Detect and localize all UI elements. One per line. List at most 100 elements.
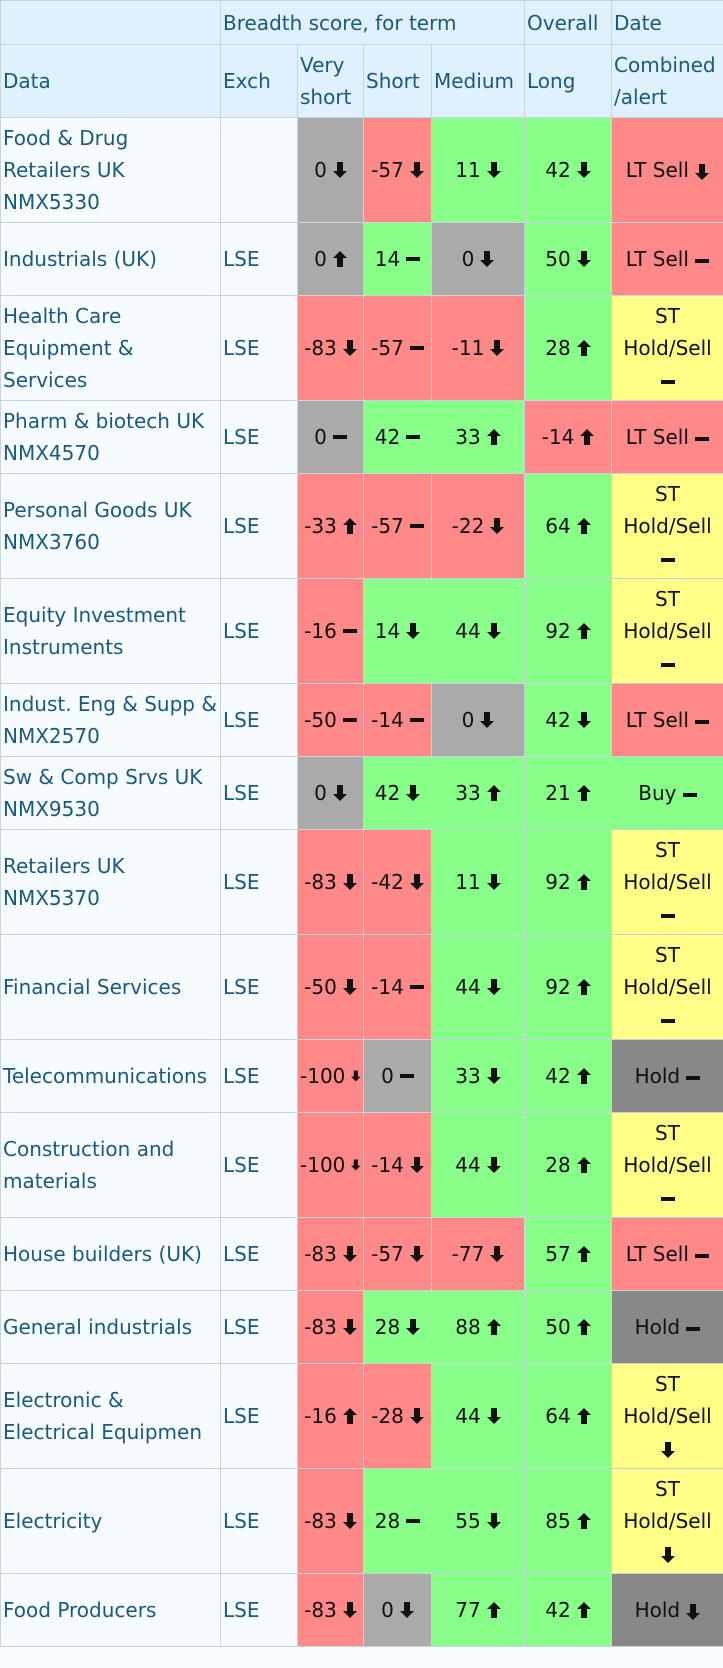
trend-icon — [409, 1408, 424, 1424]
trend-icon — [695, 719, 710, 724]
row-name[interactable]: Food Producers — [0, 1573, 221, 1647]
score-wrap: 42 — [527, 708, 609, 732]
score-value: -83 — [304, 870, 337, 894]
trend-icon — [576, 1068, 591, 1084]
exchange: LSE — [220, 1468, 298, 1574]
exchange: LSE — [220, 400, 298, 474]
score-wrap: 11 — [434, 870, 522, 894]
alert-text: ST Hold/Sell — [623, 482, 712, 538]
trend-icon — [576, 1513, 591, 1529]
arrow-up — [576, 1408, 591, 1424]
score-cell: -50 — [297, 934, 364, 1040]
arrow-up — [580, 429, 595, 445]
exchange: LSE — [220, 578, 298, 684]
row-name[interactable]: Indust. Eng & Supp & NMX2570 — [0, 683, 221, 757]
arrow-flat — [409, 985, 424, 989]
score-value: 57 — [545, 1242, 571, 1266]
row-name[interactable]: Financial Services — [0, 934, 221, 1040]
row-name[interactable]: Construction and materials — [0, 1112, 221, 1218]
trend-icon — [576, 1157, 591, 1173]
score-value: 33 — [455, 1064, 481, 1088]
trend-icon — [660, 557, 675, 562]
row-name[interactable]: Personal Goods UK NMX3760 — [0, 473, 221, 579]
table-row: Retailers UK NMX5370 LSE -83 -42 11 92 ST Hold… — [0, 829, 723, 935]
score-wrap: 33 — [434, 425, 522, 449]
score-value: -57 — [371, 1242, 404, 1266]
score-cell: 50 — [524, 1290, 613, 1364]
trend-icon — [580, 429, 595, 445]
row-name[interactable]: General industrials — [0, 1290, 221, 1364]
header-cell: Breadth score, for term — [219, 0, 526, 45]
row-name[interactable]: Retailers UK NMX5370 — [0, 829, 221, 935]
table-row: Food & Drug Retailers UK NMX5330 0 -57 11 42… — [0, 117, 723, 223]
trend-icon — [486, 785, 501, 801]
row-name[interactable]: Pharm & biotech UK NMX4570 — [0, 400, 221, 474]
alert-cell: ST Hold/Sell — [611, 578, 723, 684]
arrow-down — [351, 1070, 361, 1082]
score-cell: -57 — [363, 473, 432, 579]
trend-icon — [686, 1075, 701, 1080]
score-wrap: 92 — [527, 619, 609, 643]
arrow-up — [486, 429, 501, 445]
arrow-flat — [660, 379, 675, 384]
score-value: 77 — [455, 1598, 481, 1622]
row-name[interactable]: Sw & Comp Srvs UK NMX9530 — [0, 756, 221, 830]
arrow-flat — [332, 435, 347, 439]
arrow-down — [486, 1157, 501, 1173]
exchange: LSE — [220, 1290, 298, 1364]
score-wrap: -57 — [366, 158, 429, 182]
score-cell: 28 — [363, 1468, 432, 1574]
score-wrap: -100 — [300, 1064, 361, 1088]
score-cell: 55 — [430, 1468, 526, 1574]
arrow-up — [576, 518, 591, 534]
trend-icon — [576, 874, 591, 890]
row-name[interactable]: Health Care Equipment & Services — [0, 295, 221, 401]
alert-cell: LT Sell — [611, 400, 723, 474]
trend-icon — [660, 379, 675, 384]
alert-text: ST Hold/Sell — [623, 1372, 712, 1428]
score-wrap: 92 — [527, 975, 609, 999]
row-name[interactable]: Electronic & Electrical Equipmen — [0, 1363, 221, 1469]
trend-icon — [409, 874, 424, 890]
table-row: Electronic & Electrical Equipmen LSE -16 -2… — [0, 1363, 723, 1469]
score-value: -16 — [304, 1404, 337, 1428]
score-cell: 33 — [430, 756, 526, 830]
header-cell: Overall — [524, 0, 613, 45]
score-cell: 33 — [430, 1039, 526, 1113]
row-name[interactable]: Industrials (UK) — [0, 222, 221, 296]
row-name[interactable]: House builders (UK) — [0, 1217, 221, 1291]
score-wrap: 0 — [434, 247, 522, 271]
score-cell: -83 — [297, 1468, 364, 1574]
trend-icon — [399, 1602, 414, 1618]
exchange: LSE — [220, 934, 298, 1040]
row-name[interactable]: Electricity — [0, 1468, 221, 1574]
column-header: Short — [363, 44, 432, 118]
row-name[interactable]: Telecommunications — [0, 1039, 221, 1113]
score-cell: -14 — [524, 400, 613, 474]
score-cell: -83 — [297, 295, 364, 401]
trend-icon — [486, 979, 501, 995]
score-cell: 50 — [524, 222, 613, 296]
score-cell: -42 — [363, 829, 432, 935]
score-cell: 0 — [297, 400, 364, 474]
arrow-down — [576, 162, 591, 178]
score-cell: 14 — [363, 222, 432, 296]
trend-icon — [576, 1602, 591, 1618]
arrow-up — [342, 518, 357, 534]
trend-icon — [576, 1246, 591, 1262]
score-value: 92 — [545, 975, 571, 999]
score-cell: 64 — [524, 473, 613, 579]
score-wrap: -100 — [300, 1153, 361, 1177]
alert-cell: ST Hold/Sell — [611, 1468, 723, 1574]
alert-cell: ST Hold/Sell — [611, 1363, 723, 1469]
row-name[interactable]: Equity Investment Instruments — [0, 578, 221, 684]
arrow-flat — [695, 719, 710, 724]
score-cell: 42 — [524, 683, 613, 757]
arrow-down — [409, 1246, 424, 1262]
score-value: -83 — [304, 1315, 337, 1339]
alert-text: ST Hold/Sell — [623, 943, 712, 999]
table-row: Food Producers LSE -83 0 77 42 Hold — [0, 1573, 723, 1647]
row-name[interactable]: Food & Drug Retailers UK NMX5330 — [0, 117, 221, 223]
arrow-flat — [406, 435, 421, 439]
trend-icon — [342, 1246, 357, 1262]
